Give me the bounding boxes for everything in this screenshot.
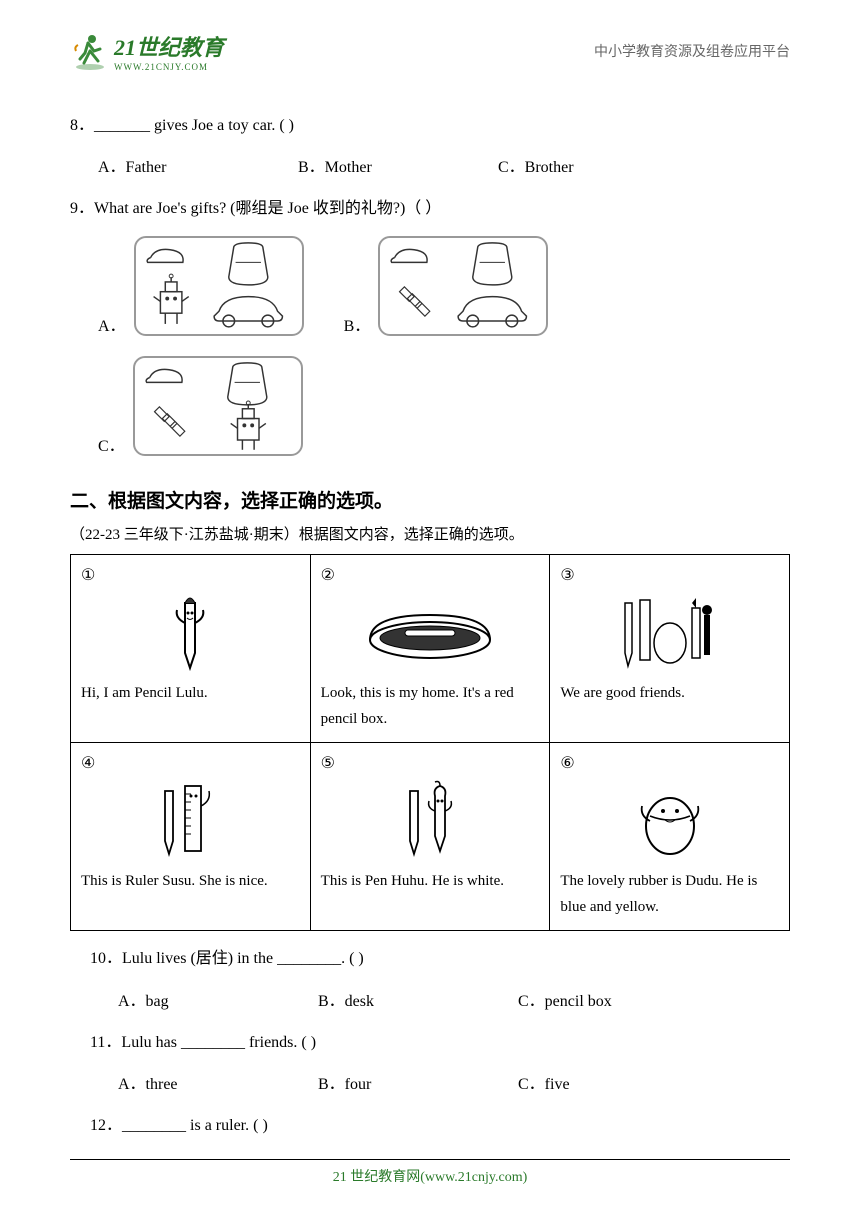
q10-option-b[interactable]: B．desk (318, 987, 518, 1011)
logo-runner-icon (70, 31, 110, 71)
rubber-dudu-icon (560, 773, 779, 863)
page-footer: 21 世纪教育网(www.21cnjy.com) (0, 1159, 860, 1186)
q8-option-a[interactable]: A．Father (98, 153, 298, 177)
grid-cell-5: ⑤ This is Pen Huhu. He is white. (310, 743, 550, 931)
grid-cell-4: ④ This is Ruler Susu. She is nice. (71, 743, 311, 931)
pen-huhu-icon (321, 773, 540, 863)
cell-text: This is Pen Huhu. He is white. (321, 869, 540, 895)
grid-cell-1: ① Hi, I am Pencil Lulu. (71, 555, 311, 743)
cell-number: ⑤ (321, 753, 540, 773)
footer-text: 21 世纪教育网(www.21cnjy.com) (333, 1170, 528, 1185)
cell-number: ② (321, 565, 540, 585)
q11-option-c[interactable]: C．five (518, 1070, 718, 1094)
q11-options: A．three B．four C．five (118, 1070, 790, 1094)
q8-option-b[interactable]: B．Mother (298, 153, 498, 177)
q11-option-a[interactable]: A．three (118, 1070, 318, 1094)
q8-options: A．Father B．Mother C．Brother (98, 153, 790, 177)
logo: 21世纪教育 WWW.21CNJY.COM (70, 30, 224, 72)
question-12: 12．________ is a ruler. ( ) (90, 1112, 790, 1139)
q8-option-c[interactable]: C．Brother (498, 153, 698, 177)
logo-text: 21世纪教育 (114, 30, 224, 62)
option-label: A． (98, 312, 126, 336)
q9-options: A． B (98, 236, 790, 456)
question-text: _______ gives Joe a toy car. ( ) (94, 117, 294, 134)
q10-options: A．bag B．desk C．pencil box (118, 987, 790, 1011)
pencil-lulu-icon (81, 585, 300, 675)
grid-cell-6: ⑥ The lovely rubber is Dudu. He is blue … (550, 743, 790, 931)
friends-group-icon (560, 585, 779, 675)
gift-set-b-icon (378, 236, 548, 336)
q11-option-b[interactable]: B．four (318, 1070, 518, 1094)
cell-number: ③ (560, 565, 779, 585)
question-11: 11．Lulu has ________ friends. ( ) (90, 1029, 790, 1056)
cell-number: ④ (81, 753, 300, 773)
question-text: Lulu lives (居住) in the ________. ( ) (122, 950, 364, 967)
question-text: What are Joe's gifts? (哪组是 Joe 收到的礼物?)（ … (94, 200, 441, 217)
q10-option-a[interactable]: A．bag (118, 987, 318, 1011)
question-10: 10．Lulu lives (居住) in the ________. ( ) (90, 945, 790, 972)
question-number: 8． (70, 117, 94, 134)
section-2-source: （22-23 三年级下·江苏盐城·期末）根据图文内容，选择正确的选项。 (70, 523, 790, 544)
cell-text: The lovely rubber is Dudu. He is blue an… (560, 869, 779, 920)
cell-text: Look, this is my home. It's a red pencil… (321, 681, 540, 732)
gift-set-a-icon (134, 236, 304, 336)
question-number: 11． (90, 1034, 121, 1051)
grid-cell-2: ② Look, this is my home. It's a red penc… (310, 555, 550, 743)
pencil-box-icon (321, 585, 540, 675)
q9-option-a[interactable]: A． (98, 236, 304, 336)
option-label: C． (98, 432, 125, 456)
page-header: 21世纪教育 WWW.21CNJY.COM 中小学教育资源及组卷应用平台 (70, 30, 790, 72)
question-text: ________ is a ruler. ( ) (122, 1117, 268, 1134)
question-number: 12． (90, 1117, 122, 1134)
option-label: B． (344, 312, 371, 336)
story-grid: ① Hi, I am Pencil Lulu. ② (70, 554, 790, 931)
question-text: Lulu has ________ friends. ( ) (121, 1034, 316, 1051)
question-number: 10． (90, 950, 122, 967)
question-8: 8．_______ gives Joe a toy car. ( ) (70, 112, 790, 139)
cell-number: ⑥ (560, 753, 779, 773)
question-number: 9． (70, 200, 94, 217)
q9-option-c[interactable]: C． (98, 356, 303, 456)
logo-url: WWW.21CNJY.COM (114, 62, 224, 72)
cell-text: This is Ruler Susu. She is nice. (81, 869, 300, 895)
question-9: 9．What are Joe's gifts? (哪组是 Joe 收到的礼物?)… (70, 195, 790, 222)
cell-text: Hi, I am Pencil Lulu. (81, 681, 300, 707)
q10-option-c[interactable]: C．pencil box (518, 987, 718, 1011)
q9-option-b[interactable]: B． (344, 236, 549, 336)
header-platform-text: 中小学教育资源及组卷应用平台 (594, 41, 790, 61)
cell-number: ① (81, 565, 300, 585)
cell-text: We are good friends. (560, 681, 779, 707)
gift-set-c-icon (133, 356, 303, 456)
ruler-susu-icon (81, 773, 300, 863)
footer-divider (70, 1159, 790, 1160)
section-2-title: 二、根据图文内容，选择正确的选项。 (70, 486, 790, 513)
grid-cell-3: ③ We are good friends. (550, 555, 790, 743)
